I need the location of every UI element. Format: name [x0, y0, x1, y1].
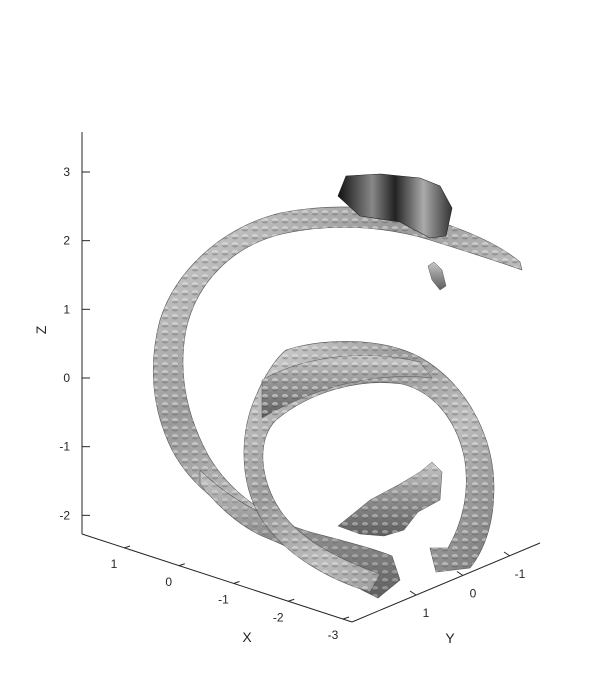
- z-tick-label: 3: [63, 165, 70, 179]
- y-tick-label: 1: [423, 606, 430, 620]
- outer-ring-dark-crest: [337, 173, 453, 239]
- z-tick-label: 0: [63, 371, 70, 385]
- y-tick-mark: [409, 590, 417, 596]
- inner-fragment-texture: [338, 462, 442, 536]
- isosurface: [153, 173, 523, 599]
- y-ticks: 1 0 -1: [409, 551, 526, 620]
- x-tick-label: -3: [328, 628, 339, 642]
- y-tick-mark: [503, 551, 511, 557]
- x-tick-mark: [342, 616, 350, 620]
- z-axis-label: Z: [33, 325, 49, 334]
- x-axis-label: X: [242, 629, 252, 645]
- z-tick-label: 2: [63, 234, 70, 248]
- x-tick-label: 1: [111, 557, 118, 571]
- x-ticks: 1 0 -1 -2 -3: [111, 545, 350, 642]
- y-tick-mark: [456, 571, 464, 576]
- x-tick-mark: [288, 598, 295, 602]
- floating-fragment: [427, 261, 447, 291]
- z-tick-label: -2: [59, 508, 70, 522]
- x-tick-mark: [123, 545, 131, 549]
- axes: 3 2 1 0 -1 -2 1 0 -1 -2 -3 1 0 -1 Z X Y: [33, 132, 541, 646]
- y-axis-label: Y: [445, 630, 455, 646]
- x-axis-line: [81, 533, 353, 623]
- y-tick-label: -1: [515, 567, 526, 581]
- inner-ring-texture: [243, 341, 494, 592]
- x-tick-label: 0: [165, 575, 172, 589]
- y-axis-line: [351, 542, 541, 623]
- y-tick-label: 0: [470, 587, 477, 601]
- z-tick-label: 1: [63, 302, 70, 316]
- outer-ring-texture: [153, 206, 522, 540]
- x-tick-label: -2: [273, 610, 284, 624]
- x-tick-label: -1: [218, 593, 229, 607]
- z-ticks: 3 2 1 0 -1 -2: [59, 165, 90, 522]
- x-tick-mark: [233, 581, 240, 584]
- inner-ring-ridged-band-texture: [262, 355, 432, 418]
- z-tick-label: -1: [59, 440, 70, 454]
- x-tick-mark: [178, 563, 185, 567]
